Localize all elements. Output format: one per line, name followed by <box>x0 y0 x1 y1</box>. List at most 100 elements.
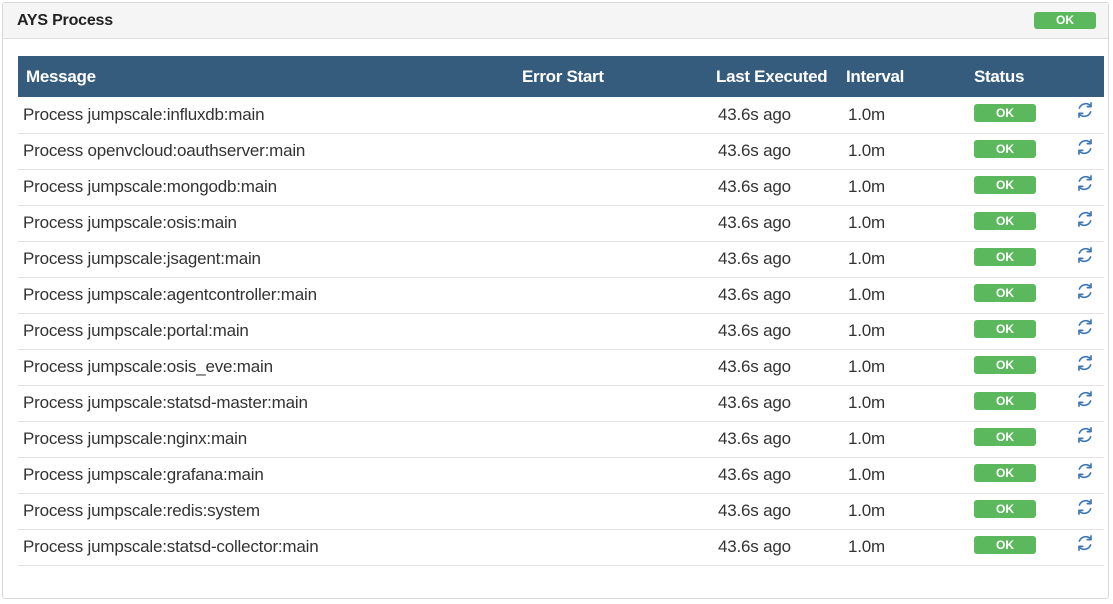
row-error-start <box>522 205 716 241</box>
row-message: Process jumpscale:portal:main <box>23 321 249 340</box>
header-error-start[interactable]: Error Start <box>522 66 604 86</box>
process-table-wrapper: Message Error Start Last Executed Interv… <box>18 56 1104 566</box>
table-row: Process jumpscale:grafana:main 43.6s ago 1… <box>18 457 1104 493</box>
table-row: Process jumpscale:mongodb:main 43.6s ago 1… <box>18 169 1104 205</box>
table-row: Process jumpscale:influxdb:main 43.6s ago… <box>18 97 1104 133</box>
status-badge: OK <box>974 428 1036 446</box>
row-error-start <box>522 241 716 277</box>
row-interval: 1.0m <box>848 285 885 304</box>
header-interval[interactable]: Interval <box>846 66 905 86</box>
row-interval: 1.0m <box>848 357 885 376</box>
row-interval: 1.0m <box>848 177 885 196</box>
row-last-executed: 43.6s ago <box>718 357 791 376</box>
panel-status-badge: OK <box>1034 12 1096 29</box>
row-interval: 1.0m <box>848 501 885 520</box>
header-status[interactable]: Status <box>974 66 1025 86</box>
row-message: Process jumpscale:osis_eve:main <box>23 357 273 376</box>
row-interval: 1.0m <box>848 537 885 556</box>
row-interval: 1.0m <box>848 393 885 412</box>
row-actions <box>1068 97 1104 133</box>
header-actions <box>1068 56 1104 97</box>
row-last-executed: 43.6s ago <box>718 249 791 268</box>
row-status-cell: OK <box>974 457 1068 493</box>
table-row: Process jumpscale:nginx:main 43.6s ago 1.0… <box>18 421 1104 457</box>
table-row: Process jumpscale:portal:main 43.6s ago 1.… <box>18 313 1104 349</box>
row-status-cell: OK <box>974 493 1068 529</box>
refresh-icon[interactable] <box>1076 101 1094 119</box>
row-message: Process jumpscale:nginx:main <box>23 429 247 448</box>
row-last-executed: 43.6s ago <box>718 501 791 520</box>
row-interval: 1.0m <box>848 104 885 124</box>
status-badge: OK <box>974 464 1036 482</box>
header-last-executed[interactable]: Last Executed <box>716 66 828 86</box>
row-status-cell: OK <box>974 277 1068 313</box>
row-actions <box>1068 493 1104 529</box>
row-interval: 1.0m <box>848 249 885 268</box>
table-row: Process jumpscale:statsd-master:main 43.6… <box>18 385 1104 421</box>
table-row: Process jumpscale:osis_eve:main 43.6s ago… <box>18 349 1104 385</box>
row-message: Process jumpscale:statsd-master:main <box>23 393 308 412</box>
row-actions <box>1068 313 1104 349</box>
row-status-cell: OK <box>974 529 1068 565</box>
row-last-executed: 43.6s ago <box>718 285 791 304</box>
row-last-executed: 43.6s ago <box>718 465 791 484</box>
panel-header: AYS Process OK <box>3 3 1108 39</box>
row-error-start <box>522 529 716 565</box>
refresh-icon[interactable] <box>1076 534 1094 552</box>
row-actions <box>1068 205 1104 241</box>
row-error-start <box>522 385 716 421</box>
table-body: Process jumpscale:influxdb:main 43.6s ago… <box>18 97 1104 565</box>
row-message: Process jumpscale:jsagent:main <box>23 249 261 268</box>
refresh-icon[interactable] <box>1076 426 1094 444</box>
row-last-executed: 43.6s ago <box>718 393 791 412</box>
refresh-icon[interactable] <box>1076 282 1094 300</box>
table-row: Process jumpscale:agentcontroller:main 43… <box>18 277 1104 313</box>
row-interval: 1.0m <box>848 321 885 340</box>
row-message: Process jumpscale:statsd-collector:main <box>23 537 319 556</box>
refresh-icon[interactable] <box>1076 318 1094 336</box>
row-message: Process jumpscale:agentcontroller:main <box>23 285 317 304</box>
row-interval: 1.0m <box>848 465 885 484</box>
row-message: Process jumpscale:osis:main <box>23 213 237 232</box>
refresh-icon[interactable] <box>1076 138 1094 156</box>
row-status-cell: OK <box>974 205 1068 241</box>
row-last-executed: 43.6s ago <box>718 213 791 232</box>
row-actions <box>1068 169 1104 205</box>
row-message: Process jumpscale:influxdb:main <box>23 104 265 124</box>
row-error-start <box>522 97 716 133</box>
row-actions <box>1068 529 1104 565</box>
refresh-icon[interactable] <box>1076 498 1094 516</box>
row-message: Process jumpscale:redis:system <box>23 501 260 520</box>
row-error-start <box>522 349 716 385</box>
row-last-executed: 43.6s ago <box>718 177 791 196</box>
table-row: Process jumpscale:redis:system 43.6s ago 1… <box>18 493 1104 529</box>
status-badge: OK <box>974 248 1036 266</box>
row-actions <box>1068 457 1104 493</box>
row-error-start <box>522 169 716 205</box>
table-row: Process jumpscale:statsd-collector:main 4… <box>18 529 1104 565</box>
process-table: Message Error Start Last Executed Interv… <box>18 56 1104 566</box>
status-badge: OK <box>974 356 1036 374</box>
row-last-executed: 43.6s ago <box>718 141 791 160</box>
refresh-icon[interactable] <box>1076 354 1094 372</box>
header-message[interactable]: Message <box>26 66 96 86</box>
status-badge: OK <box>974 392 1036 410</box>
row-message: Process jumpscale:mongodb:main <box>23 177 277 196</box>
status-badge: OK <box>974 284 1036 302</box>
row-status-cell: OK <box>974 241 1068 277</box>
status-badge: OK <box>974 500 1036 518</box>
refresh-icon[interactable] <box>1076 174 1094 192</box>
status-badge: OK <box>974 176 1036 194</box>
row-last-executed: 43.6s ago <box>718 537 791 556</box>
panel-title: AYS Process <box>17 12 113 29</box>
row-error-start <box>522 277 716 313</box>
row-status-cell: OK <box>974 133 1068 169</box>
row-last-executed: 43.6s ago <box>718 104 791 124</box>
row-message: Process openvcloud:oauthserver:main <box>23 141 306 160</box>
refresh-icon[interactable] <box>1076 390 1094 408</box>
refresh-icon[interactable] <box>1076 210 1094 228</box>
refresh-icon[interactable] <box>1076 246 1094 264</box>
row-actions <box>1068 349 1104 385</box>
refresh-icon[interactable] <box>1076 462 1094 480</box>
row-interval: 1.0m <box>848 429 885 448</box>
